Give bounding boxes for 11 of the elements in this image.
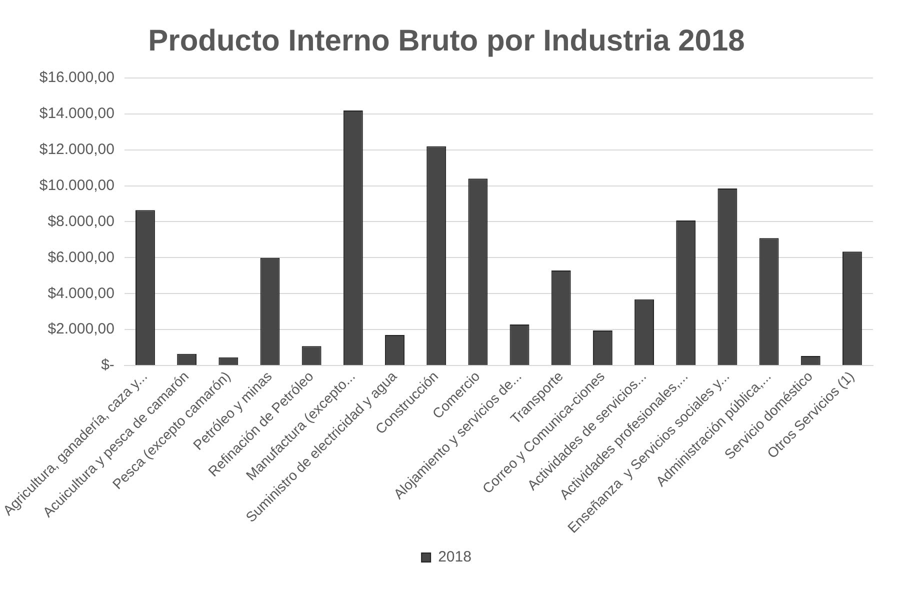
- y-tick-label: $14.000,00: [39, 105, 114, 122]
- y-tick-label: $2.000,00: [48, 320, 114, 338]
- y-tick-label: $4.000,00: [48, 284, 114, 302]
- y-tick-label: $12.000,00: [39, 141, 114, 158]
- y-tick-label: $6.000,00: [48, 248, 114, 266]
- y-tick-label: $16.000,00: [39, 69, 114, 86]
- y-tick-label: $-: [101, 356, 114, 374]
- chart-title: Producto Interno Bruto por Industria 2018: [148, 24, 745, 58]
- y-tick-label: $8.000,00: [48, 212, 114, 230]
- y-tick-label: $10.000,00: [39, 176, 114, 194]
- legend-label: 2018: [438, 548, 472, 566]
